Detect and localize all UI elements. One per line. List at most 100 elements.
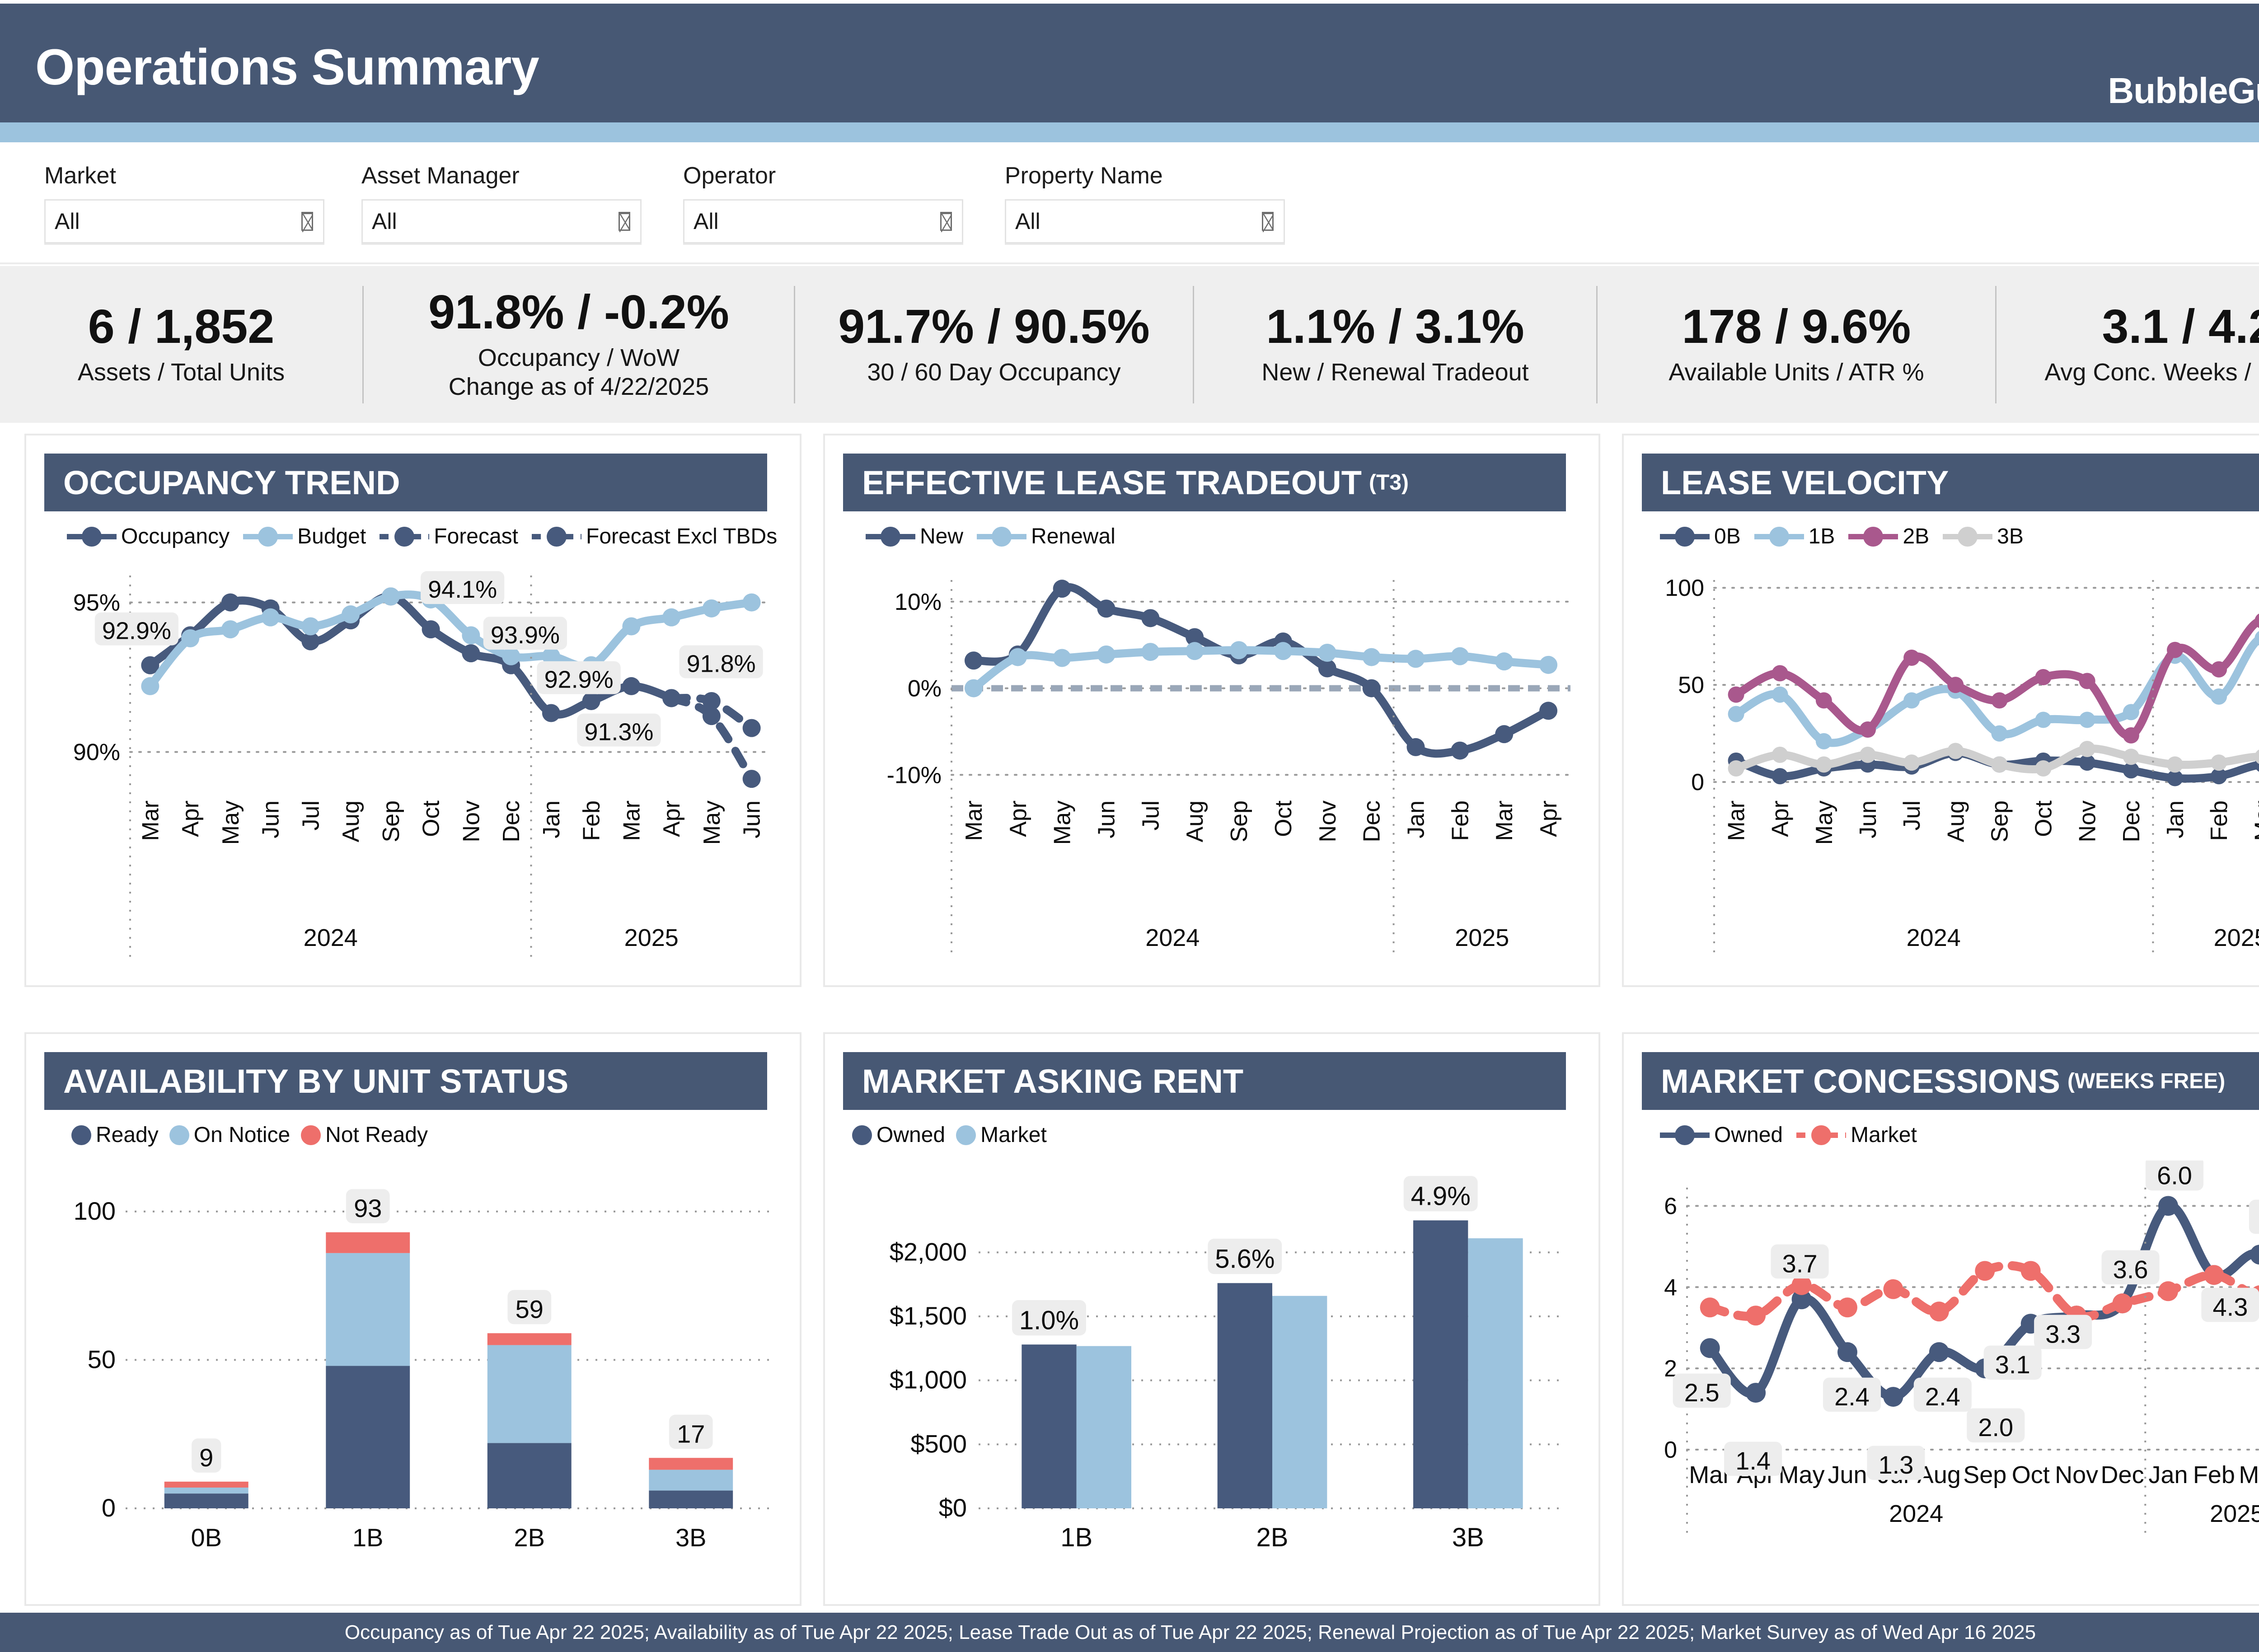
svg-text:Aug: Aug	[1182, 800, 1208, 842]
svg-text:Nov: Nov	[2055, 1461, 2098, 1488]
svg-text:9: 9	[199, 1443, 213, 1472]
svg-text:2024: 2024	[1907, 924, 1961, 951]
legend-item-new[interactable]: New	[866, 524, 963, 549]
app-header: Operations Summary BubbleGum BI	[0, 4, 2259, 122]
kpi-divider	[794, 286, 795, 403]
svg-text:50: 50	[1678, 672, 1704, 698]
svg-text:Oct: Oct	[1270, 800, 1297, 837]
panel-title: LEASE VELOCITY	[1661, 463, 1949, 501]
plot-asking-rent: $0 $500 $1,000 $1,500 $2,000 1.0% 1B 5.6% 2B 4.9%…	[843, 1161, 1584, 1585]
svg-text:90%: 90%	[73, 739, 120, 766]
svg-text:May: May	[1811, 800, 1837, 845]
svg-text:93.9%: 93.9%	[491, 622, 560, 649]
svg-text:Sep: Sep	[1987, 800, 2013, 842]
legend-item-market[interactable]: Market	[956, 1123, 1047, 1147]
kpi-value: 91.8% / -0.2%	[428, 285, 729, 339]
kpi-divider	[1193, 286, 1194, 403]
legend-item-occupancy[interactable]: Occupancy	[67, 524, 230, 549]
svg-text:Feb: Feb	[579, 800, 605, 841]
legend-item-3b[interactable]: 3B	[1943, 524, 2024, 549]
multiselect-icon[interactable]	[1262, 212, 1274, 231]
filter-select-property-name[interactable]: All	[1005, 199, 1285, 243]
svg-text:2024: 2024	[304, 924, 358, 951]
legend-item-renewal[interactable]: Renewal	[977, 524, 1115, 549]
panel-title: OCCUPANCY TREND	[63, 463, 400, 501]
svg-text:92.9%: 92.9%	[544, 666, 614, 693]
svg-text:3B: 3B	[1452, 1523, 1484, 1552]
svg-text:$2,000: $2,000	[890, 1237, 967, 1266]
legend-label: Owned	[876, 1123, 946, 1147]
filter-select-operator[interactable]: All	[683, 199, 963, 243]
svg-text:10%: 10%	[895, 589, 942, 615]
svg-text:2B: 2B	[1256, 1523, 1289, 1552]
legend-item-owned[interactable]: Owned	[1660, 1123, 1783, 1147]
svg-text:May: May	[1050, 800, 1076, 845]
panel-header-concessions: MARKET CONCESSIONS (WEEKS FREE)	[1642, 1052, 2259, 1110]
legend-label: Ready	[96, 1123, 159, 1147]
legend-label: 1B	[1808, 524, 1835, 548]
legend-label: Forecast Excl TBDs	[586, 524, 778, 548]
svg-text:Dec: Dec	[498, 800, 525, 842]
filter-select-market[interactable]: All	[44, 199, 324, 243]
legend-lease-tradeout: New Renewal	[866, 524, 1115, 549]
legend-item-ready[interactable]: Ready	[71, 1123, 159, 1147]
svg-text:Aug: Aug	[1943, 800, 1969, 842]
legend-swatch-dot	[301, 1125, 321, 1145]
legend-concessions: Owned Market	[1660, 1123, 1917, 1147]
legend-item-1b[interactable]: 1B	[1754, 524, 1835, 549]
panel-header-occupancy-trend: OCCUPANCY TREND	[44, 454, 767, 511]
svg-text:Feb: Feb	[1447, 800, 1473, 841]
svg-text:$0: $0	[939, 1493, 967, 1522]
legend-item-owned[interactable]: Owned	[852, 1123, 945, 1147]
legend-item-not-ready[interactable]: Not Ready	[301, 1123, 428, 1147]
panel-title: MARKET ASKING RENT	[862, 1062, 1244, 1100]
svg-text:3.6: 3.6	[2113, 1255, 2148, 1283]
svg-text:Sep: Sep	[1963, 1461, 2006, 1488]
plot-concessions: 0246MarAprMayJunJulAugSepOctNovDecJanFeb…	[1637, 1156, 2259, 1585]
svg-text:91.3%: 91.3%	[584, 719, 653, 746]
legend-swatch-dot	[956, 1125, 976, 1145]
panel-asking-rent: MARKET ASKING RENT Owned Market $0 $500 $1…	[823, 1032, 1600, 1606]
multiselect-icon[interactable]	[619, 212, 630, 231]
svg-text:Mar: Mar	[961, 800, 987, 841]
svg-text:May: May	[1779, 1461, 1825, 1488]
legend-swatch-dashed	[532, 526, 581, 547]
legend-label: Occupancy	[121, 524, 230, 548]
filter-label-property-name: Property Name	[1005, 163, 1163, 189]
svg-text:3.7: 3.7	[1782, 1249, 1818, 1278]
filter-value-market: All	[55, 209, 80, 234]
legend-item-on-notice[interactable]: On Notice	[169, 1123, 290, 1147]
svg-text:Jun: Jun	[1094, 800, 1120, 838]
svg-text:Feb: Feb	[2193, 1461, 2235, 1488]
legend-label: 3B	[1997, 524, 2024, 548]
multiselect-icon[interactable]	[301, 212, 313, 231]
svg-text:92.9%: 92.9%	[102, 618, 171, 645]
legend-item-forecast[interactable]: Forecast	[380, 524, 518, 549]
svg-text:100: 100	[74, 1197, 116, 1225]
legend-label: Renewal	[1031, 524, 1115, 548]
filter-select-asset-manager[interactable]: All	[361, 199, 642, 243]
panel-availability: AVAILABILITY BY UNIT STATUS Ready On Not…	[24, 1032, 801, 1606]
panel-title: AVAILABILITY BY UNIT STATUS	[63, 1062, 569, 1100]
svg-text:Jan: Jan	[539, 800, 565, 838]
svg-text:Jun: Jun	[1855, 800, 1881, 838]
legend-item-forecast-excl-tbds[interactable]: Forecast Excl TBDs	[532, 524, 777, 549]
svg-text:Oct: Oct	[2031, 800, 2057, 837]
svg-text:$1,000: $1,000	[890, 1366, 967, 1394]
legend-label: New	[920, 524, 964, 548]
multiselect-icon[interactable]	[940, 212, 952, 231]
svg-text:2.4: 2.4	[1834, 1382, 1870, 1411]
svg-text:1.4: 1.4	[1735, 1446, 1771, 1475]
svg-text:Aug: Aug	[338, 800, 364, 842]
svg-text:Jan: Jan	[2162, 800, 2189, 838]
legend-item-market[interactable]: Market	[1796, 1123, 1917, 1147]
legend-availability: Ready On Notice Not Ready	[71, 1123, 428, 1147]
svg-text:Nov: Nov	[458, 800, 484, 842]
filter-value-asset-manager: All	[372, 209, 397, 234]
legend-item-budget[interactable]: Budget	[243, 524, 366, 549]
legend-item-2b[interactable]: 2B	[1848, 524, 1929, 549]
kpi-label: Occupancy / WoW Change as of 4/22/2025	[448, 344, 709, 401]
legend-swatch-line	[866, 526, 915, 547]
legend-item-0b[interactable]: 0B	[1660, 524, 1741, 549]
svg-text:2025: 2025	[624, 924, 679, 951]
